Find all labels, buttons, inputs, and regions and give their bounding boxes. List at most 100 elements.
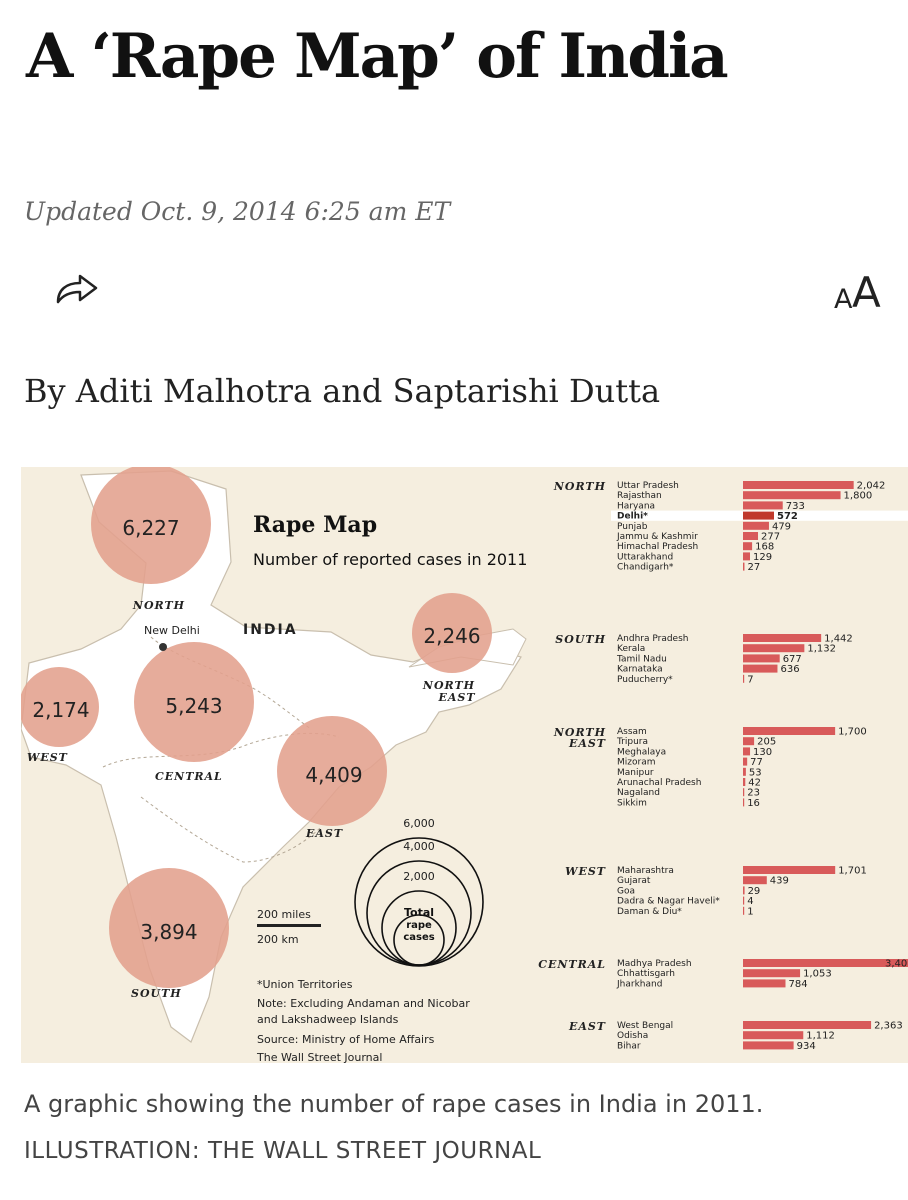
state-label: Kerala — [617, 644, 645, 654]
state-value-label: 205 — [757, 737, 776, 748]
state-label: Daman & Diu* — [617, 907, 682, 917]
state-bar — [743, 788, 745, 797]
region-map-label: NORTH — [132, 599, 185, 612]
note-line: *Union Territories — [257, 978, 353, 991]
state-label: Assam — [617, 727, 647, 737]
note-line: The Wall Street Journal — [256, 1051, 382, 1063]
state-value-label: 129 — [753, 552, 772, 563]
state-bar — [743, 521, 769, 530]
headline: A ‘Rape Map’ of India — [26, 21, 729, 92]
state-label: Goa — [617, 886, 635, 896]
legend-value: 2,000 — [403, 870, 435, 883]
state-label: Andhra Pradesh — [617, 634, 688, 644]
state-value-label: 784 — [788, 979, 807, 990]
state-bar — [743, 876, 767, 885]
region-map-label: CENTRAL — [155, 770, 223, 783]
bubble-size-legend: 6,000 4,000 2,000 Total rape cases — [354, 817, 484, 967]
state-label: Gujarat — [617, 876, 651, 886]
region-bubble — [412, 593, 492, 673]
state-label: Haryana — [617, 501, 655, 511]
bar-group-label: NORTH — [553, 480, 606, 493]
state-bar — [743, 737, 755, 746]
region-map-label: SOUTH — [131, 987, 182, 1000]
state-value-label: 3,40 — [885, 959, 907, 970]
graphic-title: Rape Map — [253, 512, 377, 538]
region-total-label: 2,174 — [32, 698, 89, 722]
text-size-button[interactable]: A A — [832, 262, 892, 317]
region-map-label: WEST — [27, 751, 68, 764]
region-border — [102, 732, 340, 768]
state-value-label: 439 — [770, 876, 789, 887]
distance-scale-miles: 200 miles — [257, 908, 311, 921]
state-bar — [743, 896, 745, 905]
state-bar — [743, 1031, 804, 1040]
text-size-small-glyph: A — [834, 284, 853, 315]
state-bar — [743, 886, 745, 895]
state-bar — [743, 552, 750, 561]
state-value-label: 77 — [750, 757, 763, 768]
state-value-label: 572 — [777, 511, 798, 522]
state-value-label: 1 — [747, 906, 753, 917]
note-line: Source: Ministry of Home Affairs — [257, 1033, 435, 1046]
state-label: Punjab — [617, 522, 648, 532]
state-value-label: 1,700 — [838, 727, 867, 738]
state-value-label: 1,442 — [824, 634, 853, 645]
share-arrow-icon — [56, 274, 98, 304]
note-line: Note: Excluding Andaman and Nicobar — [257, 997, 470, 1010]
rape-map-graphic: 6,227 NORTH 2,246 NORTH EAST 2,174 WEST 5,243 CE… — [21, 467, 908, 1063]
legend-circle-6000 — [354, 837, 484, 967]
state-label: Manipur — [617, 768, 654, 778]
state-value-label: 4 — [747, 896, 753, 907]
state-label: Delhi* — [617, 512, 648, 522]
state-bar — [743, 778, 746, 786]
state-bar — [743, 542, 753, 551]
state-value-label: 29 — [748, 886, 761, 897]
state-label: Tripura — [616, 737, 648, 747]
legend-value: 6,000 — [403, 817, 435, 830]
state-bar — [743, 798, 745, 807]
state-bar — [743, 481, 854, 489]
region-total-label: 4,409 — [305, 763, 362, 787]
state-label: West Bengal — [617, 1021, 673, 1031]
state-value-label: 479 — [772, 521, 791, 532]
state-bar — [743, 1041, 794, 1050]
state-bar — [743, 634, 822, 642]
state-value-label: 1,112 — [806, 1031, 835, 1042]
bar-group-label: NORTH — [553, 726, 606, 739]
state-bar — [743, 562, 745, 571]
bar-group-label: EAST — [568, 1020, 606, 1033]
state-bar — [743, 532, 759, 540]
state-value-label: 1,701 — [838, 866, 867, 877]
region-map-label: EAST — [305, 827, 343, 840]
region-map-label: NORTH — [422, 679, 475, 692]
bar-group-label: WEST — [565, 865, 606, 878]
state-label: Mizoram — [617, 758, 655, 768]
region-map-label: EAST — [437, 691, 475, 704]
state-value-label: 1,132 — [807, 644, 836, 655]
state-label: Chhattisgarh — [617, 969, 675, 979]
state-label: Madhya Pradesh — [617, 959, 692, 969]
state-label: Chandigarh* — [617, 563, 674, 573]
distance-scale-bar — [257, 924, 321, 927]
state-value-label: 636 — [780, 664, 799, 675]
share-button[interactable] — [52, 268, 104, 308]
state-value-label: 2,363 — [874, 1021, 903, 1032]
state-label: Uttar Pradesh — [617, 481, 679, 491]
state-bar — [743, 654, 780, 663]
state-bar — [743, 979, 786, 988]
state-label: Odisha — [617, 1031, 648, 1041]
state-value-label: 934 — [797, 1041, 816, 1052]
state-bar — [743, 727, 836, 735]
state-label: Bihar — [617, 1041, 641, 1051]
state-value-label: 27 — [747, 562, 760, 573]
region-border — [140, 796, 322, 863]
state-label: Uttarakhand — [617, 552, 673, 562]
figure-caption: A graphic showing the number of rape cas… — [24, 1090, 764, 1118]
legend-value: 4,000 — [403, 840, 435, 853]
state-bar — [743, 757, 748, 766]
state-value-label: 130 — [753, 747, 772, 758]
region-total-label: 6,227 — [122, 516, 179, 540]
note-line: and Lakshadweep Islands — [257, 1013, 399, 1026]
state-bar — [743, 644, 805, 653]
state-bar — [743, 906, 745, 915]
